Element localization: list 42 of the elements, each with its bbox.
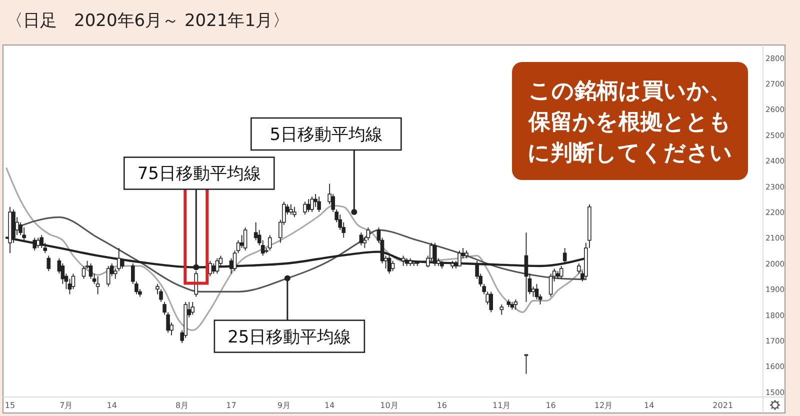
x-tick-label: 14 [106,401,117,410]
x-tick-label: 2021 [712,401,734,410]
candlestick [96,276,100,295]
candlestick [212,262,216,274]
candlestick [289,204,293,216]
x-tick-label: 7月 [60,401,73,410]
candlestick [268,234,272,251]
candlestick [243,226,248,251]
candlestick [71,273,76,290]
x-tick-label: 16 [436,401,448,410]
x-tick-label: 9月 [277,401,290,410]
x-tick-label: 10月 [380,401,398,410]
x-tick-label: 8月 [176,401,189,410]
annotation: この銘柄は買いか、保留かを根拠とともに判断してください [528,79,732,166]
candlestick [562,248,567,264]
candlestick [317,196,321,212]
candlestick [390,260,395,272]
x-tick-label: 12月 [594,401,613,410]
x-tick-label: 14 [324,401,335,410]
x-tick-label: 16 [546,401,556,410]
annotation: 75日移動平均線 [137,164,261,184]
candlestick [46,255,51,272]
candlestick [306,198,310,212]
candlestick [524,354,528,374]
candlestick [514,298,518,310]
x-tick-label: 17 [226,401,236,410]
candlestick [310,196,314,212]
candlestick [292,206,296,218]
candlestick [303,201,307,216]
candlestick [106,266,110,287]
annotation: 5日移動平均線 [270,125,383,146]
candlestick [208,260,212,277]
annotation: 25日移動平均線 [228,327,352,348]
candlestick [359,232,364,246]
x-tick-label: 11月 [492,401,511,410]
x-tick-label: 15 [4,401,16,410]
candlestick [36,237,40,248]
x-tick-label: 14 [644,401,654,410]
candlestick [489,291,493,313]
chart-title: 〈日足 2020年6月～ 2021年1月〉 [6,11,290,31]
candlestick [500,304,504,316]
candlestick [190,301,195,316]
